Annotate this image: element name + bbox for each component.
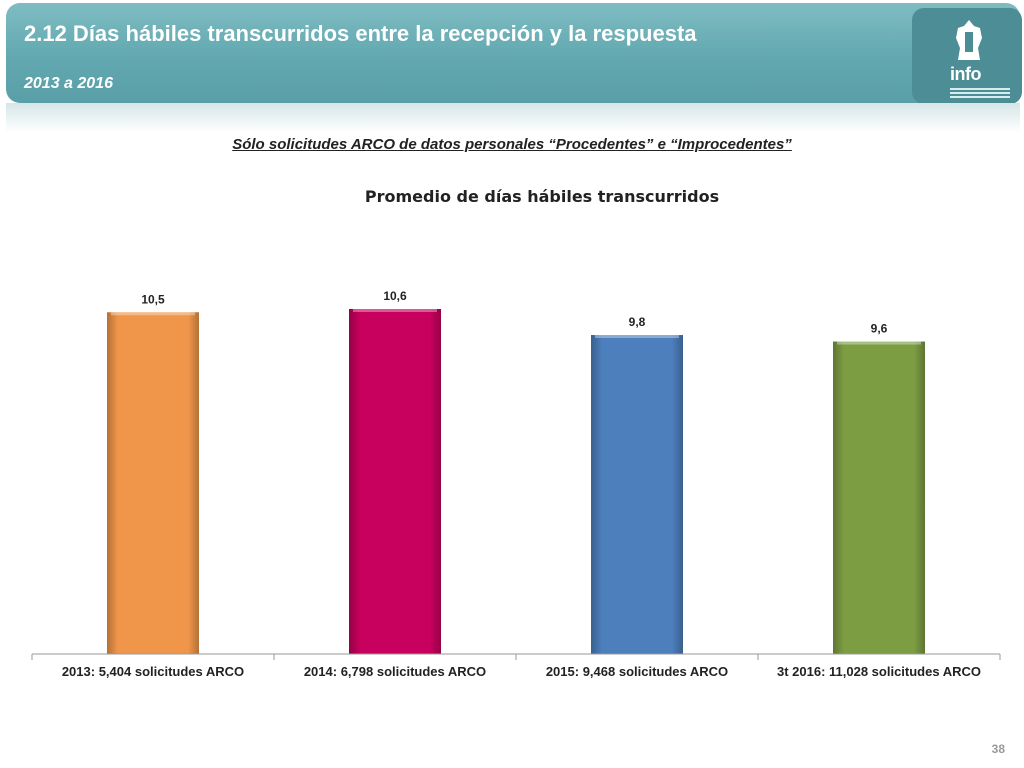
city-emblem-icon (956, 20, 982, 60)
data-label: 10,6 (383, 289, 407, 303)
bar-top-bevel (353, 309, 437, 312)
category-label: 2013: 5,404 solicitudes ARCO (62, 664, 244, 679)
bar-top-bevel (837, 341, 921, 345)
bar-shading (349, 309, 441, 654)
category-label: 2015: 9,468 solicitudes ARCO (546, 664, 728, 679)
page-number: 38 (991, 742, 1005, 756)
logo-caption-lines (950, 88, 1010, 98)
bar (833, 341, 925, 654)
bar-top-bevel (595, 335, 679, 339)
bar (591, 335, 683, 654)
data-label: 9,8 (629, 315, 646, 329)
bar (107, 312, 199, 654)
page-title: 2.12 Días hábiles transcurridos entre la… (24, 21, 697, 46)
header-banner: 2.12 Días hábiles transcurridos entre la… (6, 3, 1022, 104)
page-subtitle: 2013 a 2016 (24, 75, 113, 92)
bar-shading (833, 341, 925, 654)
bar-shading (591, 335, 683, 654)
logo-text: info (950, 64, 982, 84)
bar-chart: 10,5 2013: 5,404 solicitudes ARCO 10,6 2014… (31, 289, 1001, 679)
bar (349, 309, 441, 654)
data-label: 9,6 (871, 322, 888, 336)
category-label: 3t 2016: 11,028 solicitudes ARCO (777, 664, 981, 679)
category-label: 2014: 6,798 solicitudes ARCO (304, 664, 486, 679)
bar-top-bevel (111, 312, 195, 316)
chart-note: Sólo solicitudes ARCO de datos personale… (232, 136, 792, 153)
bar-shading (107, 312, 199, 654)
data-label: 10,5 (141, 292, 165, 306)
chart-title: Promedio de días hábiles transcurridos (364, 187, 720, 206)
header-shadow (6, 103, 1020, 133)
info-logo: info (912, 8, 1022, 104)
